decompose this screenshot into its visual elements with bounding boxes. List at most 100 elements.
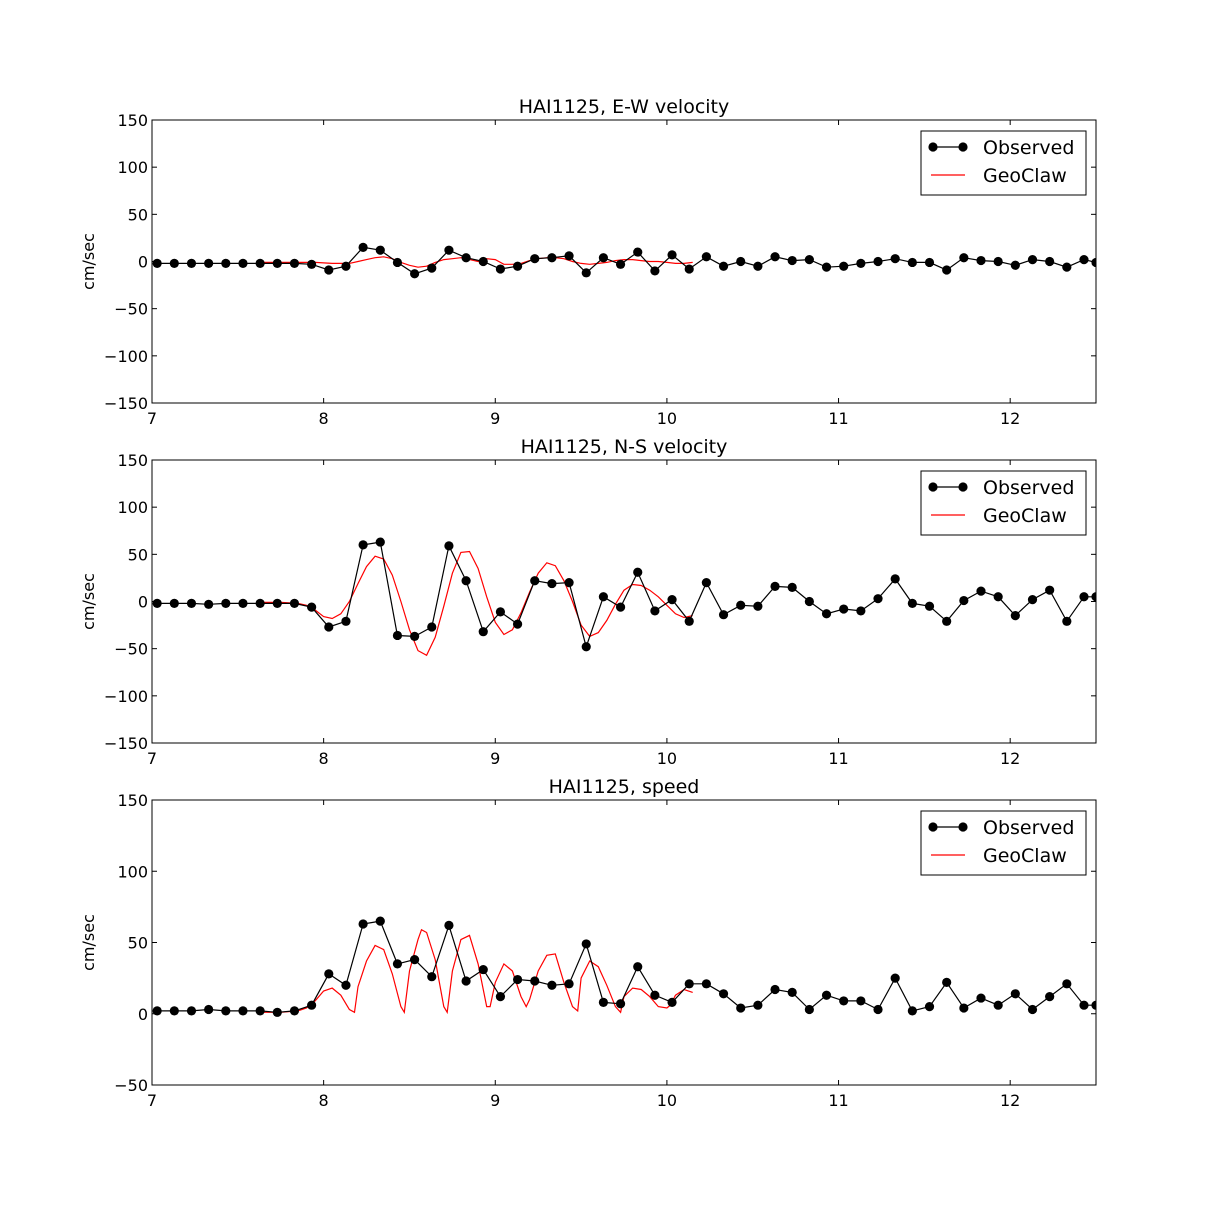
x-tick-label: 9 xyxy=(490,749,500,768)
observed-point xyxy=(444,920,454,931)
observed-point xyxy=(839,261,849,271)
observed-point xyxy=(701,578,711,588)
observed-point xyxy=(255,598,265,608)
observed-point xyxy=(650,990,660,1000)
observed-point xyxy=(410,631,420,642)
observed-point xyxy=(736,600,746,610)
observed-point xyxy=(890,973,900,983)
observed-point xyxy=(444,245,454,255)
observed-point xyxy=(633,567,643,577)
observed-point xyxy=(667,595,677,605)
observed-point xyxy=(1027,1004,1038,1015)
observed-point xyxy=(856,996,866,1006)
observed-point xyxy=(512,619,523,629)
observed-point xyxy=(976,255,986,266)
observed-point xyxy=(1010,611,1020,621)
legend-label: Observed xyxy=(983,817,1074,839)
chart-title: HAI1125, N-S velocity xyxy=(521,436,728,458)
observed-point xyxy=(324,622,334,632)
observed-point xyxy=(959,1003,969,1013)
observed-point xyxy=(564,979,574,989)
observed-point xyxy=(753,1000,763,1010)
observed-point xyxy=(530,576,540,586)
observed-point xyxy=(873,256,883,267)
observed-point xyxy=(907,1006,917,1016)
y-tick-label: −100 xyxy=(104,347,148,366)
chart-title: HAI1125, speed xyxy=(549,776,700,798)
observed-point xyxy=(169,1006,179,1016)
observed-point xyxy=(736,1003,746,1013)
observed-point xyxy=(186,258,197,268)
observed-point xyxy=(307,602,317,612)
observed-point xyxy=(976,993,986,1003)
x-tick-label: 9 xyxy=(490,1091,500,1110)
legend: Observed GeoClaw xyxy=(920,470,1087,536)
observed-point xyxy=(272,598,282,608)
y-tick-label: −150 xyxy=(104,394,148,413)
observed-point xyxy=(461,576,471,586)
observed-point xyxy=(890,254,900,264)
x-tick-label: 11 xyxy=(828,409,848,428)
observed-point xyxy=(324,969,334,979)
x-tick-label: 9 xyxy=(490,409,500,428)
observed-point xyxy=(1062,616,1072,626)
y-tick-label: −150 xyxy=(104,734,148,753)
legend-marker xyxy=(958,822,968,832)
observed-point xyxy=(1027,595,1038,605)
observed-point xyxy=(753,601,763,611)
x-tick-label: 12 xyxy=(1000,1091,1020,1110)
observed-point xyxy=(907,598,917,608)
observed-point xyxy=(495,607,506,617)
observed-point xyxy=(701,979,711,989)
observed-point xyxy=(667,250,677,260)
observed-point xyxy=(924,1002,935,1012)
observed-point xyxy=(221,598,231,608)
observed-point xyxy=(1062,979,1072,989)
y-tick-label: 0 xyxy=(138,1005,148,1024)
axes-frame xyxy=(151,459,1097,744)
legend: Observed GeoClaw xyxy=(920,810,1087,876)
x-tick-label: 7 xyxy=(147,1091,157,1110)
observed-point xyxy=(615,259,626,269)
observed-point xyxy=(856,258,866,268)
observed-point xyxy=(186,1006,197,1016)
observed-point xyxy=(821,262,832,272)
observed-point xyxy=(375,916,385,926)
y-axis-label: cm/sec xyxy=(79,233,98,290)
legend-marker xyxy=(958,142,968,152)
observed-point xyxy=(633,962,643,972)
legend-label: GeoClaw xyxy=(983,845,1067,867)
observed-point xyxy=(289,258,300,268)
observed-point xyxy=(993,1000,1003,1010)
observed-point xyxy=(478,964,488,975)
x-tick-label: 8 xyxy=(319,409,329,428)
plot-area xyxy=(152,242,1096,279)
observed-point xyxy=(959,595,969,606)
observed-point xyxy=(204,258,214,268)
observed-point xyxy=(770,984,780,995)
observed-point xyxy=(821,609,832,619)
observed-point xyxy=(547,980,557,990)
observed-point xyxy=(1091,1000,1096,1010)
observed-point xyxy=(238,258,248,268)
observed-point xyxy=(392,257,403,268)
y-tick-label: −50 xyxy=(114,640,148,659)
observed-point xyxy=(1079,1000,1089,1010)
observed-point xyxy=(890,574,900,584)
observed-point xyxy=(907,257,917,268)
observed-point xyxy=(924,257,935,268)
observed-point xyxy=(307,1000,317,1010)
observed-point xyxy=(581,939,591,949)
observed-point xyxy=(238,598,248,608)
observed-point xyxy=(615,602,626,612)
observed-point xyxy=(701,252,711,262)
observed-point xyxy=(718,610,729,620)
observed-point xyxy=(684,264,694,274)
observed-point xyxy=(289,1006,300,1016)
observed-point xyxy=(186,598,197,608)
observed-point xyxy=(1091,592,1096,602)
observed-point xyxy=(512,261,523,271)
y-tick-label: 100 xyxy=(117,158,148,177)
observed-point xyxy=(615,999,626,1009)
